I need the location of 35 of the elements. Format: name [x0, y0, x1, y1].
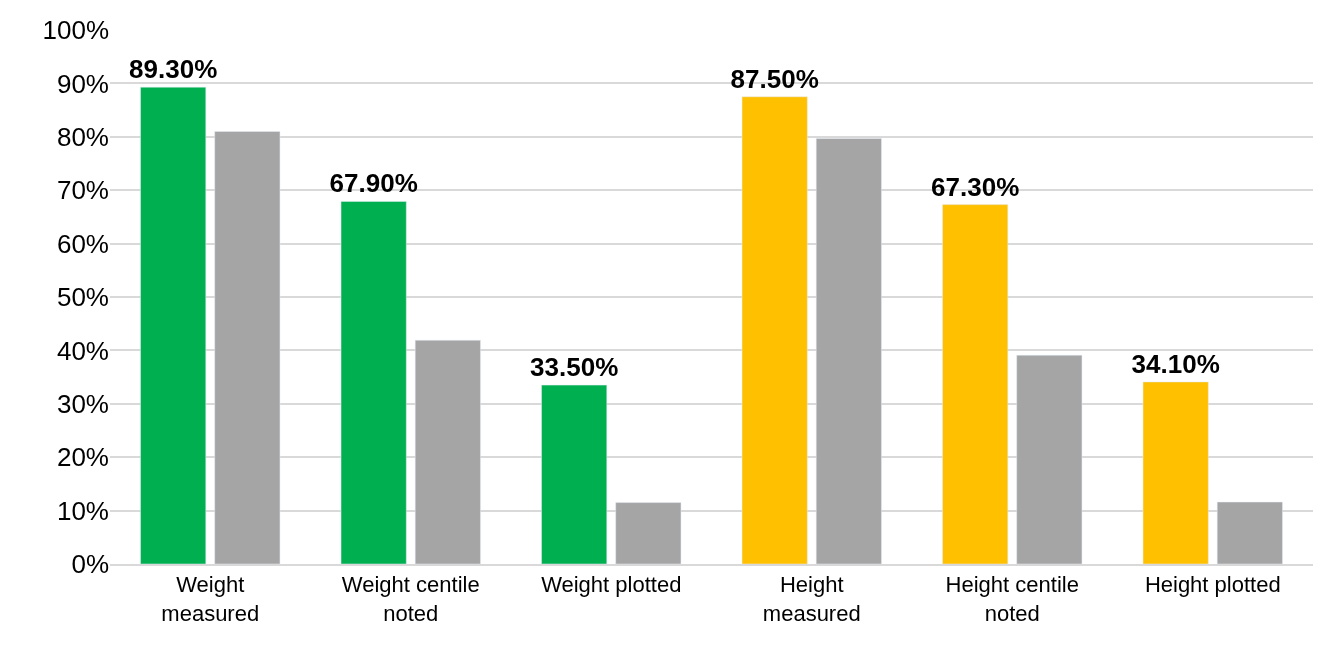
- y-tick-label: 40%: [56, 335, 109, 366]
- y-tick-label: 20%: [56, 442, 109, 473]
- bar: [541, 384, 608, 564]
- y-tick-label: 30%: [56, 388, 109, 419]
- bar: [741, 96, 808, 564]
- bar: [1142, 381, 1209, 564]
- y-tick-label: 10%: [56, 495, 109, 526]
- bar: [1016, 354, 1083, 564]
- x-tick-label: Weight centile noted: [341, 572, 480, 626]
- bar: [815, 138, 882, 564]
- data-label: 67.30%: [931, 171, 1020, 202]
- y-tick-label: 60%: [56, 228, 109, 259]
- data-label: 87.50%: [730, 63, 819, 94]
- x-tick-label: Height measured: [762, 572, 861, 626]
- bar: [414, 340, 481, 564]
- bar: [942, 204, 1009, 564]
- y-tick-label: 100%: [42, 15, 109, 46]
- y-tick-label: 70%: [56, 175, 109, 206]
- y-tick-label: 50%: [56, 282, 109, 313]
- data-label: 33.50%: [530, 352, 619, 383]
- bar: [140, 86, 207, 564]
- y-tick-label: 0%: [71, 549, 109, 580]
- y-tick-label: 80%: [56, 121, 109, 152]
- bar: [1216, 501, 1283, 564]
- x-tick-label: Weight plotted: [541, 572, 682, 598]
- data-label: 34.10%: [1131, 348, 1220, 379]
- data-label: 89.30%: [129, 54, 218, 85]
- data-label: 67.90%: [329, 168, 418, 199]
- x-tick-label: Height plotted: [1144, 572, 1281, 598]
- bar: [615, 502, 682, 564]
- x-tick-label: Height centile noted: [945, 572, 1079, 626]
- bar: [214, 131, 281, 564]
- x-tick-label: Weight measured: [161, 572, 260, 626]
- y-tick-label: 90%: [56, 68, 109, 99]
- bar: [340, 201, 407, 564]
